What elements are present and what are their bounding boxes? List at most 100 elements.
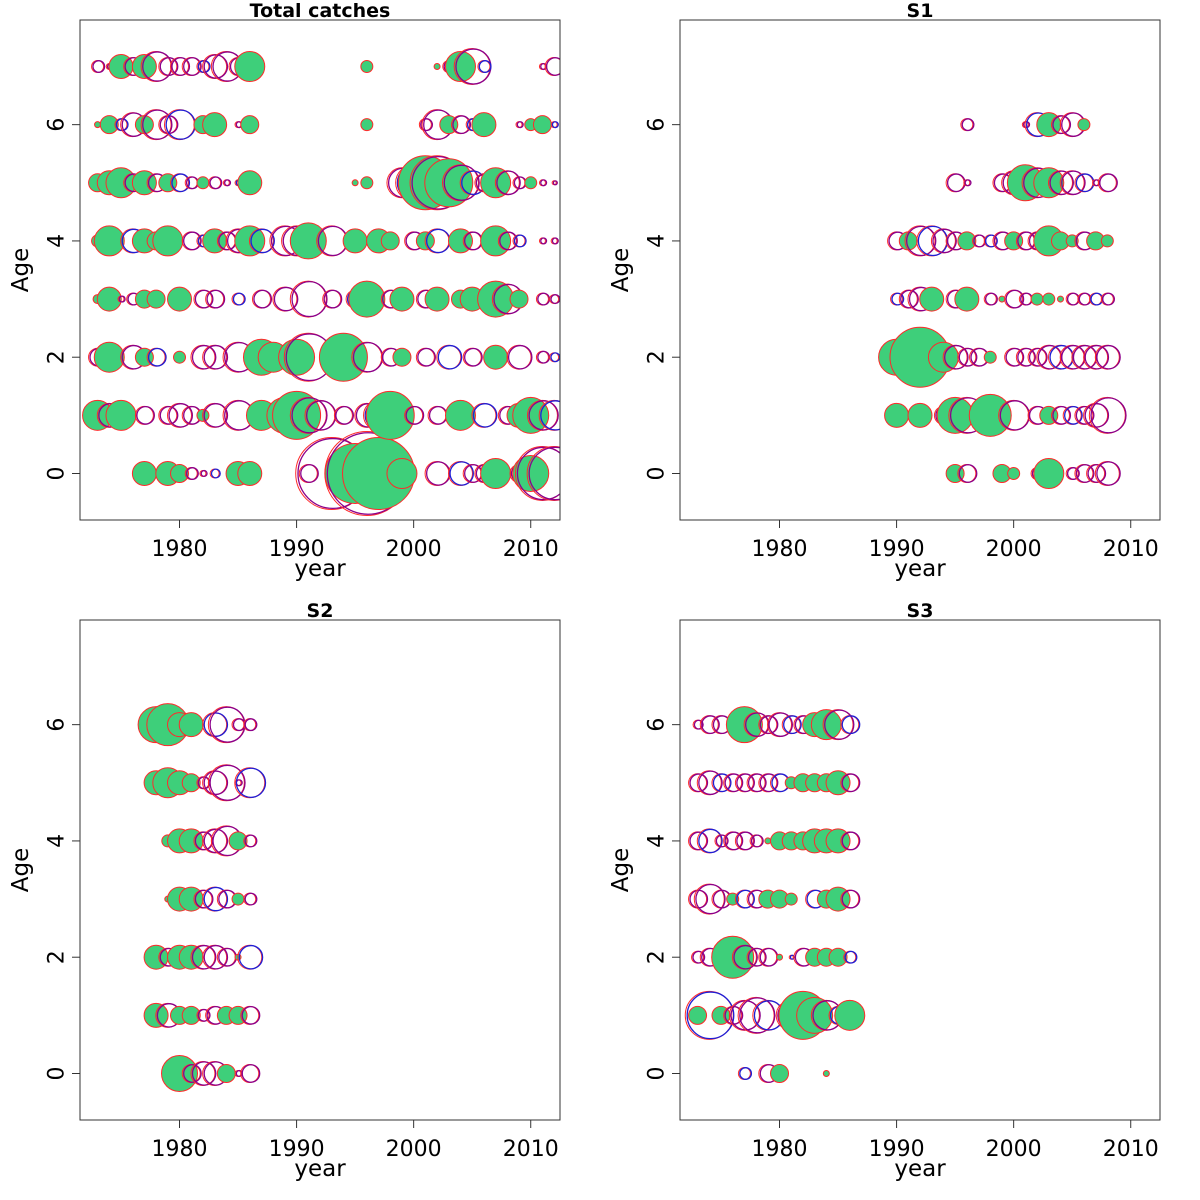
bubble-filled — [480, 225, 512, 257]
bubble-outline-inner — [323, 289, 343, 309]
bubble-filled — [1039, 405, 1059, 425]
bubble-filled — [170, 463, 190, 483]
bubble-outline-inner — [417, 347, 436, 367]
bubble-filled — [99, 115, 119, 135]
bubble-filled — [810, 709, 842, 741]
bubble-filled — [158, 173, 178, 193]
bubble-filled — [96, 286, 122, 312]
bubble-outline-inner — [92, 60, 106, 73]
bubble-outline-inner — [203, 54, 229, 79]
y-tick-label: 0 — [45, 1066, 70, 1080]
bubble-outline-inner — [496, 170, 521, 196]
bubble-filled — [318, 332, 368, 382]
bubble-outline-inner — [241, 1064, 261, 1083]
bubble-filled — [524, 176, 538, 190]
bubble-outline-inner — [191, 944, 217, 970]
bubble-outline-inner — [235, 767, 267, 798]
bubble-filled — [433, 63, 441, 71]
bubble-outline-inner — [841, 773, 861, 793]
bubble-outline-inner — [159, 405, 179, 425]
bubble-outline-inner — [203, 886, 229, 912]
y-axis-label: Age — [8, 248, 34, 292]
bubble-outline-inner — [841, 715, 861, 735]
bubble-layer — [878, 112, 1127, 489]
y-tick-label: 2 — [645, 350, 670, 364]
bubble-outline-inner — [844, 950, 858, 964]
bubble-outline-inner — [540, 179, 548, 187]
bubble-filled — [480, 457, 512, 489]
bubble-outline-inner — [449, 461, 474, 486]
bubble-outline-inner — [191, 1061, 217, 1086]
bubble-outline-inner — [692, 950, 706, 964]
bubble-outline-inner — [537, 292, 551, 306]
bubble-outline-inner — [768, 712, 794, 737]
bubble-filled — [196, 176, 210, 190]
bubble-filled — [228, 1005, 248, 1025]
bubble-outline-inner — [499, 231, 518, 251]
bubble-filled — [764, 837, 772, 845]
bubble-outline-inner — [932, 228, 957, 254]
bubble-filled — [105, 167, 137, 199]
x-tick-label: 2010 — [1103, 1137, 1159, 1162]
bubble-filled — [93, 341, 125, 373]
plot-frame — [79, 619, 561, 1121]
bubble-outline-inner — [689, 773, 709, 793]
bubble-outline-inner — [698, 828, 723, 854]
bubble-outline-inner — [552, 180, 558, 186]
bubble-outline-inner — [209, 764, 246, 801]
bubble-filled — [167, 286, 193, 312]
bubble-outline-inner — [168, 403, 194, 428]
bubble-filled — [380, 231, 400, 251]
bubble-outline-inner — [244, 834, 258, 848]
bubble-outline-inner — [695, 883, 726, 915]
bubble-outline-inner — [528, 400, 559, 431]
bubble-filled — [776, 953, 784, 961]
bubble-outline-inner — [203, 944, 229, 970]
bubble-filled — [181, 1005, 201, 1025]
bubble-outline-inner — [428, 405, 448, 425]
bubble-filled — [968, 393, 1012, 437]
bubble-outline-inner — [759, 773, 779, 793]
bubble-filled — [711, 1005, 731, 1025]
y-tick-label: 6 — [645, 718, 670, 732]
bubble-filled — [272, 390, 322, 440]
bubble-filled — [471, 112, 497, 138]
y-axis-label: Age — [8, 848, 34, 892]
bubble-filled — [907, 402, 933, 428]
bubble-outline-inner — [689, 889, 709, 909]
x-tick-label: 2000 — [386, 1137, 442, 1162]
bubble-outline-inner — [203, 403, 229, 428]
bubble-filled — [105, 399, 137, 431]
bubble-outline-inner — [253, 289, 273, 309]
bubble-outline-inner — [1066, 467, 1080, 480]
bubble-outline-inner — [452, 115, 472, 135]
bubble-outline-inner — [747, 773, 767, 793]
bubble-filled — [509, 289, 529, 309]
bubble-outline-inner — [183, 57, 202, 76]
bubble-outline-inner — [185, 467, 199, 480]
bubble-filled — [240, 115, 260, 135]
bubble-filled — [998, 295, 1006, 303]
bubble-filled — [822, 1069, 830, 1077]
bubble-outline-inner — [223, 179, 232, 187]
bubble-outline-inner — [724, 773, 744, 793]
bubble-outline-inner — [250, 228, 275, 254]
bubble-outline-inner — [1005, 347, 1025, 367]
x-tick-label: 2010 — [503, 1137, 559, 1162]
bubble-outline-inner — [118, 295, 126, 303]
bubble-outline-inner — [1096, 344, 1121, 370]
x-axis-label: year — [294, 1156, 346, 1182]
bubble-outline-inner — [1017, 347, 1036, 367]
y-tick-label: 6 — [645, 118, 670, 132]
bubble-filled — [532, 115, 552, 135]
bubble-layer — [684, 706, 866, 1083]
bubble-outline-inner — [425, 461, 451, 486]
bubble-outline-inner — [958, 347, 978, 367]
bubble-filled — [178, 712, 204, 738]
bubble-outline-inner — [159, 57, 179, 76]
bubble-outline-inner — [210, 468, 221, 479]
bubble-outline-inner — [540, 237, 548, 245]
bubble-outline-inner — [689, 831, 709, 851]
bubble-outline-inner — [478, 60, 492, 73]
bubble-outline-inner — [420, 118, 434, 132]
